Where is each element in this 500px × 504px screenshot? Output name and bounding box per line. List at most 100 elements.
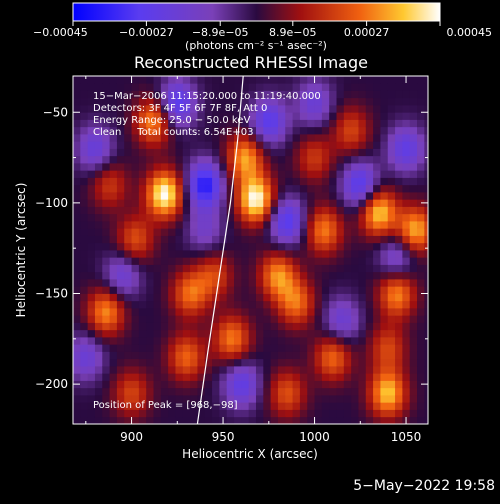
heatmap-cell [160,206,169,215]
heatmap-cell [138,83,147,91]
heatmap-cell [102,351,110,360]
heatmap-cell [116,221,125,229]
heatmap-cell [299,300,308,309]
heatmap-cell [365,308,374,316]
heatmap-cell [351,264,359,273]
heatmap-cell [94,257,103,265]
heatmap-cell [175,213,184,222]
heatmap-cell [255,177,264,186]
heatmap-cell [402,395,411,403]
heatmap-cell [299,90,308,99]
heatmap-cell [285,279,293,287]
heatmap-cell [109,286,118,294]
heatmap-cell [248,90,257,99]
heatmap-cell [417,271,425,280]
heatmap-cell [292,119,301,128]
heatmap-cell [358,264,367,273]
x-axis-label: Heliocentric X (arcsec) [182,447,318,461]
heatmap-cell [124,119,132,128]
heatmap-cell [80,358,89,367]
heatmap-cell [351,416,359,424]
heatmap-cell [329,155,337,164]
heatmap-cell [146,395,154,403]
heatmap-cell [402,409,411,418]
heatmap-cell [168,105,176,113]
heatmap-cell [116,155,125,164]
heatmap-cell [226,387,235,396]
heatmap-cell [417,177,425,186]
heatmap-cell [80,170,89,178]
heatmap-cell [109,177,118,186]
heatmap-cell [417,416,425,424]
heatmap-cell [336,199,345,207]
heatmap-cell [87,184,96,193]
heatmap-cell [116,409,125,418]
heatmap-cell [241,300,250,309]
heatmap-cell [168,148,176,157]
heatmap-cell [204,97,213,106]
heatmap-cell [343,351,352,360]
heatmap-cell [80,293,89,302]
heatmap-cell [219,90,228,99]
heatmap-cell [321,279,330,287]
heatmap-cell [190,279,198,287]
heatmap-cell [285,148,293,157]
heatmap-cell [402,257,411,265]
heatmap-cell [160,373,169,381]
heatmap-cell [138,373,147,381]
heatmap-cell [182,155,191,164]
heatmap-cell [336,163,345,171]
heatmap-cell [160,105,169,113]
heatmap-cell [80,271,89,280]
heatmap-cell [241,221,250,229]
heatmap-cell [307,329,315,338]
heatmap-cell [226,257,235,265]
heatmap-cell [168,315,176,323]
heatmap-cell [380,337,389,345]
heatmap-cell [212,300,220,309]
heatmap-cell [146,366,154,374]
heatmap-cell [80,279,89,287]
heatmap-cell [87,163,96,171]
heatmap-cell [212,344,220,352]
heatmap-cell [182,293,191,302]
heatmap-cell [153,308,162,316]
heatmap-cell [102,141,110,149]
heatmap-cell [241,228,250,236]
heatmap-cell [219,141,228,149]
heatmap-cell [131,112,140,120]
heatmap-cell [182,366,191,374]
heatmap-cell [285,235,293,244]
heatmap-cell [248,409,257,418]
heatmap-cell [197,271,206,280]
heatmap-cell [87,228,96,236]
heatmap-cell [358,163,367,171]
heatmap-cell [94,300,103,309]
heatmap-cell [351,329,359,338]
heatmap-cell [175,155,184,164]
heatmap-cell [124,366,132,374]
heatmap-cell [277,293,286,302]
heatmap-cell [351,322,359,331]
heatmap-cell [168,308,176,316]
heatmap-cell [138,344,147,352]
heatmap-cell [409,315,418,323]
heatmap-cell [212,221,220,229]
heatmap-cell [109,235,118,244]
heatmap-cell [204,148,213,157]
heatmap-cell [255,228,264,236]
heatmap-cell [263,206,272,215]
heatmap-cell [270,199,279,207]
heatmap-cell [241,279,250,287]
heatmap-cell [182,235,191,244]
heatmap-cell [73,416,81,424]
heatmap-cell [219,344,228,352]
heatmap-cell [387,257,396,265]
heatmap-cell [146,192,154,200]
heatmap-cell [402,264,411,273]
heatmap-cell [395,76,403,84]
heatmap-cell [358,134,367,142]
heatmap-cell [87,119,96,128]
heatmap-cell [373,344,381,352]
heatmap-cell [351,366,359,374]
